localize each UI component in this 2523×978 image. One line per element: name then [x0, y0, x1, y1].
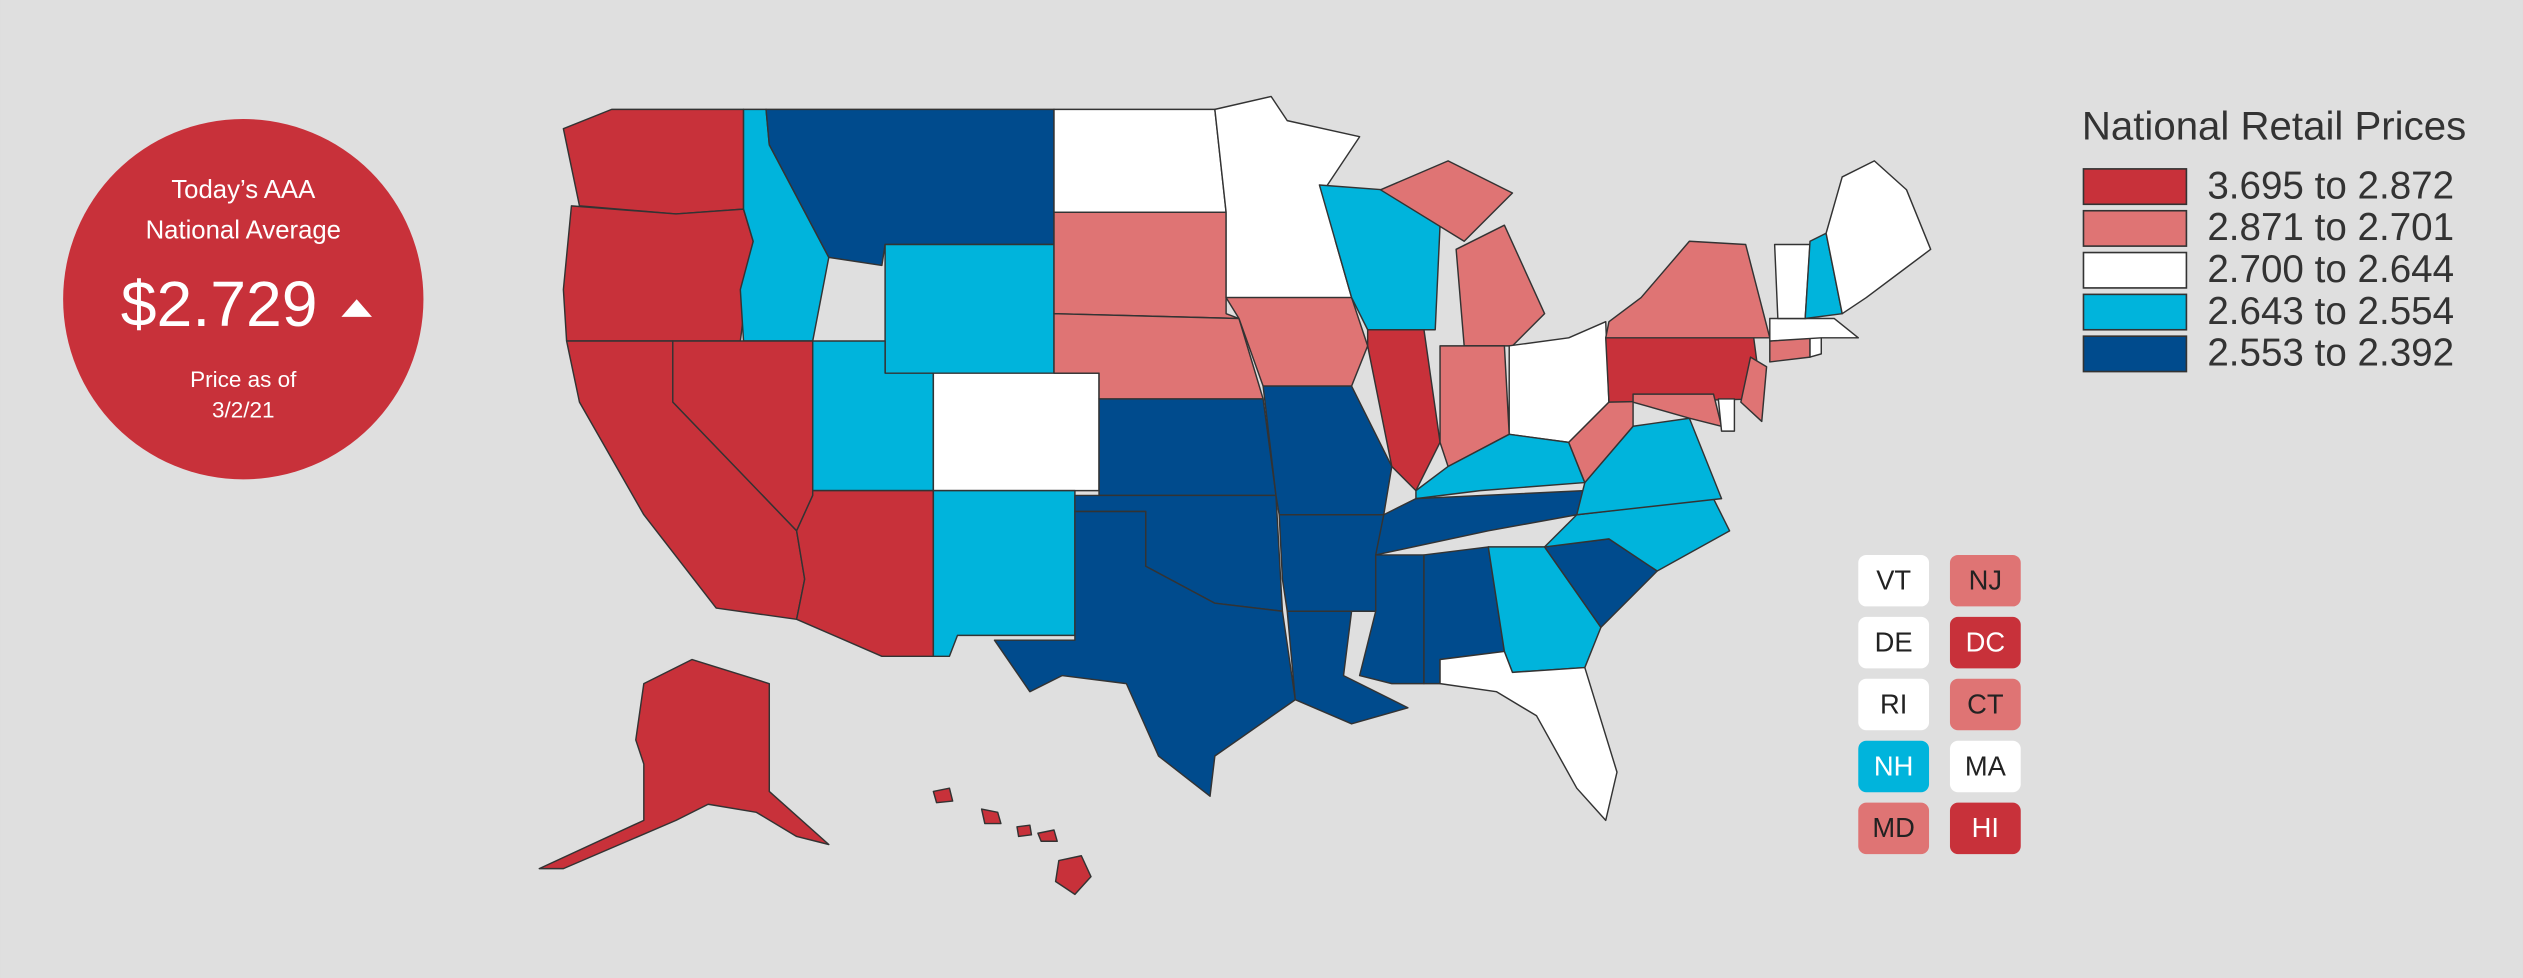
- state-button[interactable]: [1858, 616, 1930, 669]
- state: [1740, 356, 1768, 423]
- state: [932, 372, 1100, 492]
- state: [980, 808, 1002, 825]
- badge-date-label: Price as of: [190, 367, 297, 392]
- state: [1773, 243, 1811, 320]
- state-button-label: HI: [1972, 812, 1999, 843]
- state-button-label: NH: [1874, 750, 1913, 781]
- state: [1825, 160, 1932, 315]
- state: [1439, 650, 1618, 822]
- state-button[interactable]: [1858, 740, 1930, 793]
- state: [1769, 317, 1859, 342]
- state: [538, 658, 830, 870]
- state: [1016, 824, 1033, 838]
- state: [1769, 337, 1811, 363]
- state: [1054, 855, 1092, 896]
- legend-swatch: [2082, 293, 2188, 331]
- legend-swatch: [2082, 168, 2188, 206]
- legend-label: 2.643 to 2.554: [2207, 290, 2454, 333]
- legend-swatch: [2082, 251, 2188, 289]
- legend-swatch: [2082, 209, 2188, 247]
- average-badge: Today’s AAA National Average $2.729 Pric…: [63, 119, 424, 480]
- state: [1605, 337, 1763, 403]
- small-states: VT NJ DE DC RI CT NH MA MD HI: [1858, 554, 2021, 855]
- legend-label: 2.553 to 2.392: [2207, 332, 2454, 375]
- state-button[interactable]: [1949, 554, 2021, 607]
- state: [1053, 211, 1240, 320]
- state: [1717, 398, 1736, 432]
- state: [1809, 337, 1823, 358]
- state-button-label: DC: [1966, 626, 2005, 657]
- state-button-label: VT: [1876, 565, 1911, 596]
- legend-swatch: [2082, 335, 2188, 373]
- state: [562, 108, 745, 215]
- state: [1053, 108, 1227, 214]
- legend-title: National Retail Prices: [2082, 103, 2466, 148]
- legend-label: 2.871 to 2.701: [2207, 206, 2454, 249]
- up-arrow: [341, 299, 372, 317]
- badge-line2: National Average: [146, 216, 341, 244]
- state-button[interactable]: [1858, 802, 1930, 855]
- state-button-label: MA: [1965, 750, 2007, 781]
- state: [1379, 160, 1514, 243]
- state-button[interactable]: [1949, 678, 2021, 731]
- state-button-label: NJ: [1969, 565, 2002, 596]
- legend: National Retail Prices 3.695 to 2.8722.8…: [2082, 103, 2466, 374]
- state: [932, 787, 954, 804]
- state: [562, 205, 754, 342]
- state: [1037, 829, 1058, 842]
- state: [932, 489, 1076, 658]
- state: [1286, 610, 1409, 725]
- state: [993, 510, 1297, 797]
- state: [1632, 393, 1723, 427]
- state: [884, 243, 1055, 374]
- state-button-label: MD: [1872, 812, 1915, 843]
- state-button[interactable]: [1858, 554, 1930, 607]
- state: [1278, 514, 1385, 612]
- state-button[interactable]: [1949, 740, 2021, 793]
- legend-label: 2.700 to 2.644: [2207, 248, 2454, 291]
- state: [1098, 398, 1277, 497]
- badge-circle: [63, 119, 424, 480]
- state-button[interactable]: [1949, 616, 2021, 669]
- badge-date: 3/2/21: [212, 398, 275, 423]
- state-button-label: DE: [1875, 626, 1913, 657]
- state-button-label: RI: [1880, 688, 1907, 719]
- badge-price: $2.729: [121, 268, 318, 340]
- state: [1455, 224, 1546, 347]
- state: [1605, 240, 1771, 339]
- state-button[interactable]: [1858, 678, 1930, 731]
- badge-line1: Today’s AAA: [171, 176, 316, 204]
- state-button-label: CT: [1967, 688, 2004, 719]
- legend-label: 3.695 to 2.872: [2207, 164, 2454, 207]
- us-map: [538, 95, 1932, 896]
- state-button[interactable]: [1949, 802, 2021, 855]
